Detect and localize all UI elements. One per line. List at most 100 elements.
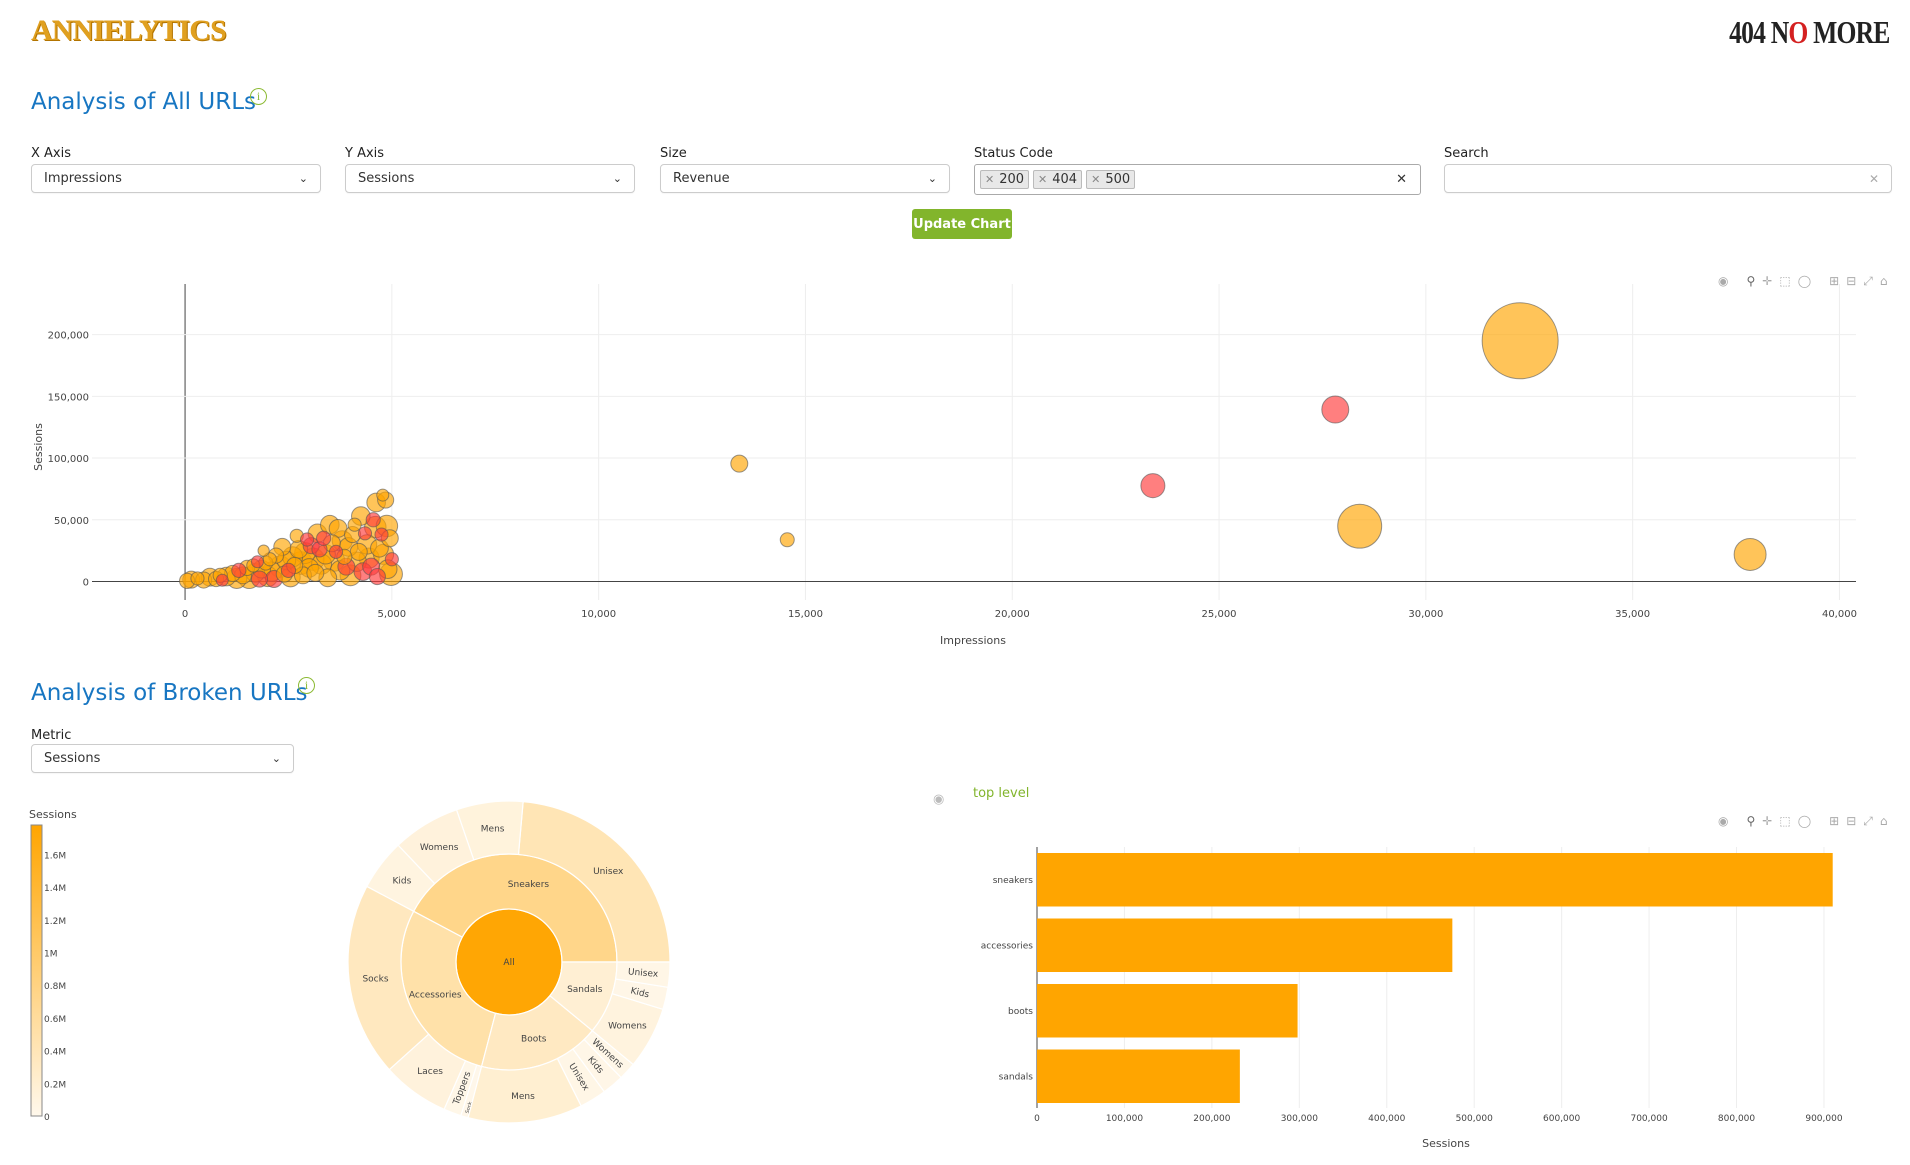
data-point (257, 544, 270, 557)
bar-x-tick-label: 700,000 (1630, 1114, 1667, 1124)
sunburst-label: Accessories (409, 990, 462, 1000)
box-select-icon[interactable]: ⬚ (1779, 274, 1791, 288)
y-tick-label: 150,000 (48, 392, 89, 403)
camera-icon[interactable]: ◉ (1718, 274, 1729, 288)
status-chip-404[interactable]: ✕ 404 (1033, 170, 1083, 189)
x-tick-label: 30,000 (1408, 609, 1443, 620)
zoom-out-icon[interactable]: ⊟ (1846, 274, 1857, 288)
bar-category-label: accessories (981, 941, 1034, 951)
bar-boots[interactable] (1037, 984, 1298, 1038)
colorbar-tick-label: 0.4M (44, 1048, 66, 1058)
y-axis-title: Sessions (32, 423, 45, 471)
bar-sandals[interactable] (1037, 1049, 1240, 1104)
bar-x-tick-label: 100,000 (1106, 1114, 1143, 1124)
metric-value: Sessions (44, 751, 101, 766)
pan-icon[interactable]: ✛ (1762, 274, 1773, 288)
y-tick-label: 200,000 (48, 331, 89, 342)
zoom-icon[interactable]: ⚲ (1746, 814, 1756, 828)
size-label: Size (660, 146, 687, 161)
data-point (250, 555, 264, 569)
info-circle-icon[interactable]: i (298, 677, 315, 694)
autoscale-icon[interactable]: ⤢ (1863, 814, 1873, 828)
data-point (1337, 503, 1383, 549)
search-label: Search (1444, 146, 1489, 161)
sunburst-label: Sandals (567, 985, 603, 995)
zoom-icon[interactable]: ⚲ (1746, 274, 1756, 288)
data-point (1733, 537, 1767, 571)
data-point (328, 544, 344, 559)
breadcrumb-top-level[interactable]: top level (973, 786, 1030, 801)
sunburst-label: Kids (630, 986, 651, 1000)
sunburst-label: Sock (465, 1101, 474, 1114)
data-point (376, 488, 390, 502)
sunburst-label: Mens (511, 1092, 535, 1102)
x-tick-label: 0 (182, 609, 188, 620)
x-tick-label: 20,000 (995, 609, 1030, 620)
sunburst-label: Unisex (628, 967, 660, 979)
x-tick-label: 10,000 (581, 609, 616, 620)
pan-icon[interactable]: ✛ (1762, 814, 1773, 828)
x-tick-label: 35,000 (1615, 609, 1650, 620)
home-icon[interactable]: ⌂ (1879, 814, 1888, 828)
info-circle-icon[interactable]: i (250, 88, 267, 105)
remove-icon[interactable]: ✕ (1038, 173, 1048, 186)
data-point (280, 562, 297, 578)
home-icon[interactable]: ⌂ (1879, 274, 1888, 288)
size-select[interactable]: Revenue ⌄ (660, 164, 950, 193)
data-point (231, 562, 247, 578)
bubble-chart[interactable]: 0 5,000 10,000 15,000 20,000 25,000 30,000 35,0… (0, 0, 1910, 660)
bar-category-label: boots (1008, 1007, 1033, 1017)
sunburst-segment-unisex[interactable] (614, 961, 671, 989)
bar-x-tick-label: 800,000 (1718, 1114, 1755, 1124)
colorbar-tick-label: 0.2M (44, 1080, 66, 1090)
camera-icon[interactable]: ◉ (1718, 814, 1729, 828)
sunburst-label: Socks (362, 974, 388, 984)
metric-label: Metric (31, 728, 72, 743)
colorbar-tick-label: 1.6M (44, 851, 66, 861)
sunburst-label: Womens (608, 1022, 647, 1032)
camera-icon[interactable]: ◉ (933, 792, 945, 807)
bar-accessories[interactable] (1037, 918, 1453, 973)
search-input[interactable]: ✕ (1444, 164, 1892, 193)
zoom-out-icon[interactable]: ⊟ (1846, 814, 1857, 828)
y-axis-label: Y Axis (345, 146, 385, 161)
data-point (190, 571, 205, 586)
zoom-in-icon[interactable]: ⊞ (1829, 814, 1840, 828)
lasso-icon[interactable]: ◯ (1797, 274, 1812, 288)
clear-search-icon[interactable]: ✕ (1868, 171, 1879, 186)
data-point (1481, 302, 1559, 380)
data-point (730, 454, 749, 473)
colorbar-tick-label: 1M (44, 950, 58, 960)
colorbar-tick-label: 0.6M (44, 1015, 66, 1025)
zoom-in-icon[interactable]: ⊞ (1829, 274, 1840, 288)
data-point (1321, 395, 1350, 424)
data-point (306, 563, 325, 582)
bar-sneakers[interactable] (1037, 853, 1833, 907)
x-tick-label: 15,000 (788, 609, 823, 620)
x-tick-label: 40,000 (1822, 609, 1857, 620)
status-code-multiselect[interactable]: ✕ 200 ✕ 404 ✕ 500 ✕ (974, 164, 1421, 195)
y-axis-select[interactable]: Sessions ⌄ (345, 164, 635, 193)
update-chart-button[interactable]: Update Chart (912, 209, 1012, 239)
y-tick-label: 50,000 (54, 516, 89, 527)
box-select-icon[interactable]: ⬚ (1779, 814, 1791, 828)
bar-x-tick-label: 500,000 (1456, 1114, 1493, 1124)
clear-all-icon[interactable]: ✕ (1396, 172, 1407, 187)
chevron-down-icon: ⌄ (927, 172, 937, 185)
sunburst-label: Laces (417, 1067, 443, 1077)
autoscale-icon[interactable]: ⤢ (1863, 274, 1873, 288)
colorbar (30, 824, 43, 1117)
lasso-icon[interactable]: ◯ (1797, 814, 1812, 828)
chip-label: 404 (1052, 172, 1078, 187)
remove-icon[interactable]: ✕ (985, 173, 995, 186)
remove-icon[interactable]: ✕ (1091, 173, 1101, 186)
chevron-down-icon: ⌄ (612, 172, 622, 185)
status-chip-200[interactable]: ✕ 200 (980, 170, 1030, 189)
metric-select[interactable]: Sessions ⌄ (31, 744, 294, 773)
status-chip-500[interactable]: ✕ 500 (1086, 170, 1136, 189)
sunburst-label: All (503, 958, 514, 968)
sunburst-chart[interactable]: Sessions 0 0.2M 0.4M 0.6M 0.8M 1M 1.2M 1.4M 1.6M… (0, 780, 900, 1165)
chevron-down-icon: ⌄ (298, 172, 308, 185)
x-axis-select[interactable]: Impressions ⌄ (31, 164, 321, 193)
bar-x-tick-label: 300,000 (1281, 1114, 1318, 1124)
